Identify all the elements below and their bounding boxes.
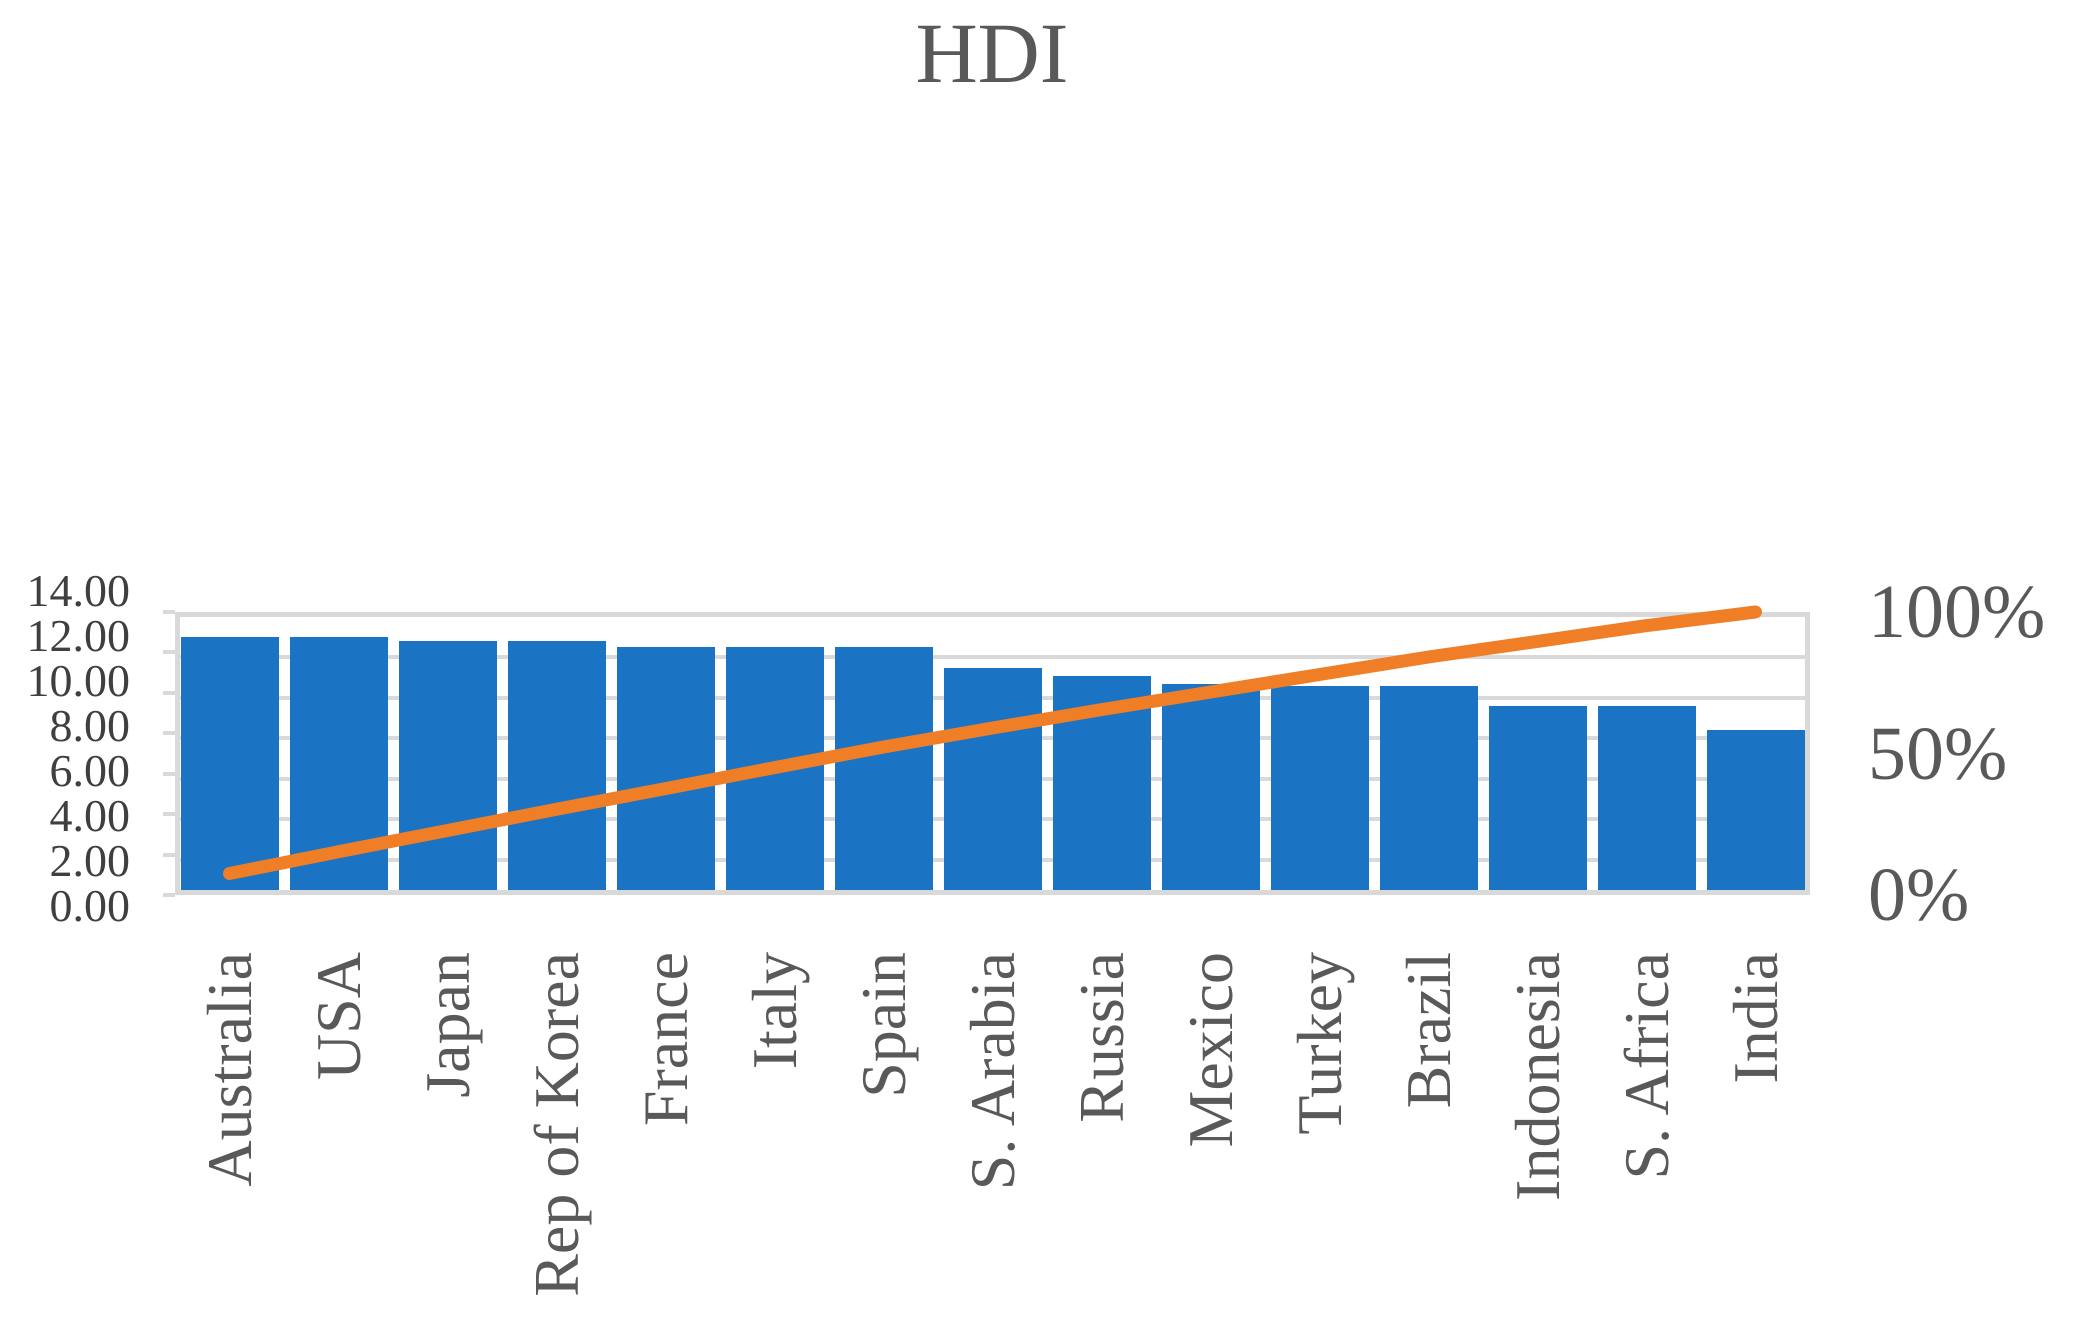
x-axis-category-label-text: Russia (1065, 952, 1137, 1123)
y-axis-tick-label: 14.00 (26, 565, 131, 616)
y-axis-tick (163, 893, 175, 897)
x-axis-category-label: Russia (1065, 952, 1137, 1330)
bar (616, 647, 715, 890)
bar (1270, 685, 1369, 890)
y-axis-tick (163, 650, 175, 655)
x-axis-category-label-text: France (629, 952, 701, 1127)
y-axis-tick (163, 771, 175, 776)
x-axis-category-label-text: India (1719, 952, 1791, 1084)
x-axis-category-label-text: Rep of Korea (520, 952, 592, 1297)
x-axis-category-label-text: Italy (738, 952, 810, 1070)
x-axis-category-label: Japan (411, 952, 483, 1330)
y-axis-tick (163, 690, 175, 695)
y-axis-tick-label: 8.00 (49, 700, 131, 751)
bar (1488, 706, 1587, 890)
secondary-axis-tick-label: 50% (1868, 711, 2008, 796)
y-axis-tick (163, 731, 175, 736)
bar (1052, 675, 1151, 890)
chart-title: HDI (915, 5, 1069, 101)
secondary-axis-tick-label: 100% (1868, 570, 2046, 654)
y-axis-tick-label: 6.00 (49, 745, 131, 796)
y-axis-tick-label: 12.00 (26, 610, 131, 661)
x-axis-category-label: S. Africa (1610, 952, 1682, 1330)
bar (398, 641, 497, 890)
x-axis-category-label-text: S. Arabia (956, 952, 1028, 1191)
secondary-axis-tick-label: 0% (1868, 853, 1970, 937)
x-axis-category-label: Mexico (1174, 952, 1246, 1330)
bar (725, 647, 824, 890)
bar (1706, 730, 1805, 890)
x-axis-category-label-text: Japan (411, 952, 483, 1098)
y-axis-tick (163, 812, 175, 817)
bar (834, 647, 933, 890)
x-axis-category-label: France (629, 952, 701, 1330)
x-axis-category-label: Rep of Korea (520, 952, 592, 1330)
bar (289, 637, 388, 890)
x-axis-category-label-text: USA (302, 952, 374, 1081)
x-axis-category-label-text: Indonesia (1501, 952, 1573, 1201)
x-axis-category-label-text: Spain (847, 952, 919, 1098)
y-axis-tick-label: 10.00 (26, 655, 131, 706)
x-axis-category-label: Italy (738, 952, 810, 1330)
bar (1379, 685, 1478, 890)
y-axis-tick (163, 852, 175, 857)
plot-area (175, 612, 1810, 895)
x-axis-category-label: India (1719, 952, 1791, 1330)
x-axis-category-label: S. Arabia (956, 952, 1028, 1330)
bar (180, 637, 279, 890)
x-axis-category-label: Turkey (1283, 952, 1355, 1330)
x-axis-category-label: Brazil (1392, 952, 1464, 1330)
y-axis-tick-label: 0.00 (49, 880, 131, 931)
y-axis-tick-label: 4.00 (49, 790, 131, 841)
x-axis-category-label: Indonesia (1501, 952, 1573, 1330)
bar (1597, 706, 1696, 890)
bar (1161, 683, 1260, 890)
x-axis-category-label: USA (302, 952, 374, 1330)
y-axis-tick-label: 2.00 (49, 835, 131, 886)
y-axis-tick (163, 610, 175, 614)
x-axis-category-label-text: Australia (193, 952, 265, 1187)
x-axis-category-label: Spain (847, 952, 919, 1330)
x-axis-category-label-text: S. Africa (1610, 952, 1682, 1180)
bar (943, 667, 1042, 890)
x-axis-category-label: Australia (193, 952, 265, 1330)
bar (507, 641, 606, 890)
x-axis-category-label-text: Mexico (1174, 952, 1246, 1148)
x-axis-category-label-text: Brazil (1392, 952, 1464, 1109)
x-axis-category-label-text: Turkey (1283, 952, 1355, 1135)
